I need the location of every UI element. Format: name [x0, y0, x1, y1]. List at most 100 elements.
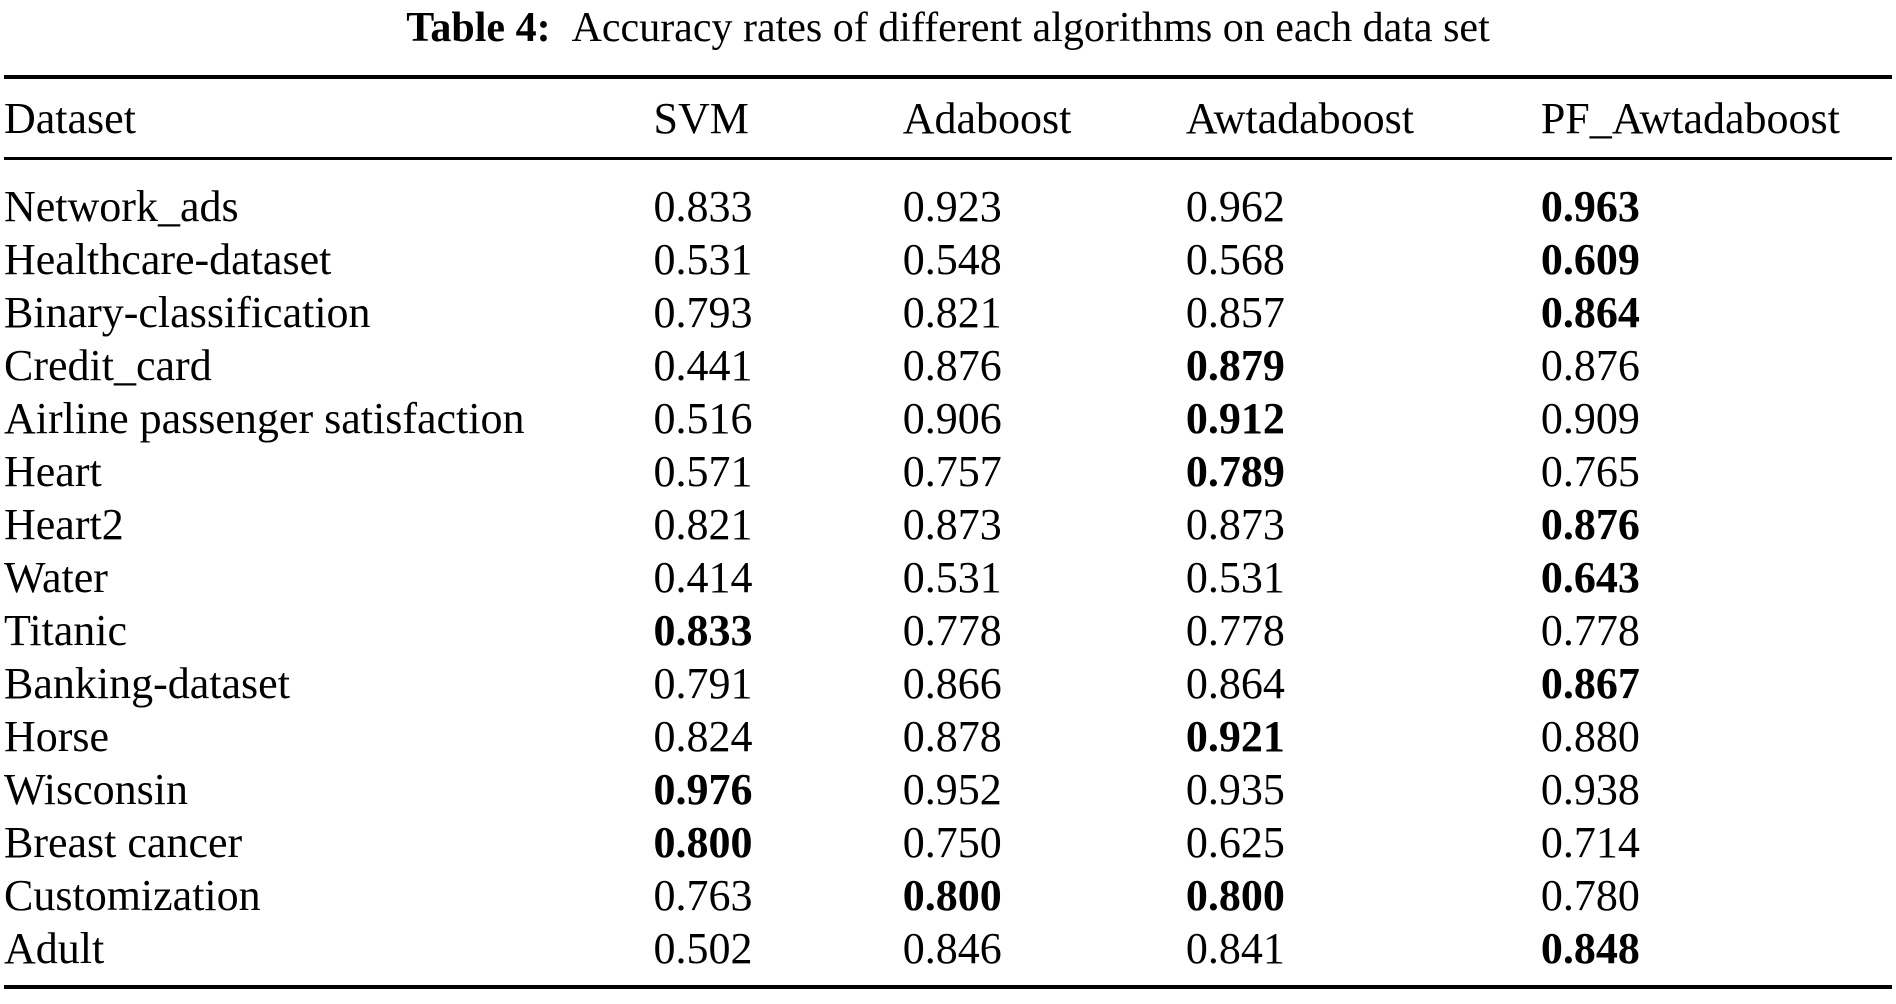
table-row: Breast cancer 0.800 0.750 0.625 0.714 — [4, 816, 1892, 869]
value-cell: 0.833 — [653, 606, 753, 655]
table-header-row: Dataset SVM Adaboost Awtadaboost PF_Awta… — [4, 77, 1892, 160]
value-cell: 0.921 — [1185, 712, 1285, 761]
value-cell: 0.824 — [653, 712, 753, 761]
dataset-cell: Horse — [4, 712, 110, 761]
value-cell: 0.531 — [653, 235, 753, 284]
dataset-cell: Wisconsin — [4, 765, 188, 814]
column-header-awtadaboost: Awtadaboost — [1185, 77, 1541, 160]
value-cell: 0.962 — [1185, 182, 1285, 231]
dataset-cell: Titanic — [4, 606, 128, 655]
column-header-dataset: Dataset — [4, 77, 654, 160]
value-cell: 0.750 — [902, 818, 1002, 867]
value-cell: 0.879 — [1185, 341, 1285, 390]
value-cell: 0.531 — [902, 553, 1002, 602]
value-cell: 0.441 — [653, 341, 753, 390]
value-cell: 0.873 — [902, 500, 1002, 549]
value-cell: 0.531 — [1185, 553, 1285, 602]
value-cell: 0.935 — [1185, 765, 1285, 814]
value-cell: 0.778 — [902, 606, 1002, 655]
table-row: Horse 0.824 0.878 0.921 0.880 — [4, 710, 1892, 763]
value-cell: 0.952 — [902, 765, 1002, 814]
value-cell: 0.848 — [1540, 924, 1640, 973]
value-cell: 0.821 — [653, 500, 753, 549]
value-cell: 0.800 — [653, 818, 753, 867]
table-caption-label: Table 4: — [406, 5, 551, 51]
value-cell: 0.571 — [653, 447, 753, 496]
dataset-cell: Customization — [4, 871, 261, 920]
value-cell: 0.548 — [902, 235, 1002, 284]
value-cell: 0.923 — [902, 182, 1002, 231]
table-body: Network_ads 0.833 0.923 0.962 0.963 Healthcar… — [4, 159, 1892, 988]
value-cell: 0.857 — [1185, 288, 1285, 337]
table-row: Water 0.414 0.531 0.531 0.643 — [4, 551, 1892, 604]
dataset-cell: Banking-dataset — [4, 659, 290, 708]
value-cell: 0.414 — [653, 553, 753, 602]
dataset-cell: Healthcare-dataset — [4, 235, 332, 284]
value-cell: 0.876 — [1540, 500, 1640, 549]
value-cell: 0.864 — [1185, 659, 1285, 708]
value-cell: 0.568 — [1185, 235, 1285, 284]
value-cell: 0.793 — [653, 288, 753, 337]
value-cell: 0.906 — [902, 394, 1002, 443]
dataset-cell: Heart — [4, 447, 102, 496]
value-cell: 0.789 — [1185, 447, 1285, 496]
value-cell: 0.516 — [653, 394, 753, 443]
dataset-cell: Credit_card — [4, 341, 212, 390]
value-cell: 0.763 — [653, 871, 753, 920]
table-row: Airline passenger satisfaction 0.516 0.906… — [4, 392, 1892, 445]
value-cell: 0.963 — [1540, 182, 1640, 231]
value-cell: 0.643 — [1540, 553, 1640, 602]
value-cell: 0.878 — [902, 712, 1002, 761]
value-cell: 0.873 — [1185, 500, 1285, 549]
table-caption: Table 4: Accuracy rates of different alg… — [0, 2, 1896, 54]
value-cell: 0.625 — [1185, 818, 1285, 867]
accuracy-table: Dataset SVM Adaboost Awtadaboost PF_Awta… — [4, 75, 1892, 989]
value-cell: 0.909 — [1540, 394, 1640, 443]
table-row: Adult 0.502 0.846 0.841 0.848 — [4, 922, 1892, 987]
value-cell: 0.821 — [902, 288, 1002, 337]
value-cell: 0.800 — [1185, 871, 1285, 920]
value-cell: 0.876 — [902, 341, 1002, 390]
value-cell: 0.609 — [1540, 235, 1640, 284]
value-cell: 0.841 — [1185, 924, 1285, 973]
value-cell: 0.502 — [653, 924, 753, 973]
column-header-pf-awtadaboost: PF_Awtadaboost — [1540, 77, 1892, 160]
dataset-cell: Adult — [4, 924, 105, 973]
table-row: Network_ads 0.833 0.923 0.962 0.963 — [4, 159, 1892, 234]
value-cell: 0.757 — [902, 447, 1002, 496]
value-cell: 0.778 — [1540, 606, 1640, 655]
dataset-cell: Network_ads — [4, 182, 239, 231]
value-cell: 0.938 — [1540, 765, 1640, 814]
table-row: Customization 0.763 0.800 0.800 0.780 — [4, 869, 1892, 922]
value-cell: 0.833 — [653, 182, 753, 231]
table-row: Heart 0.571 0.757 0.789 0.765 — [4, 445, 1892, 498]
value-cell: 0.912 — [1185, 394, 1285, 443]
table-row: Credit_card 0.441 0.876 0.879 0.876 — [4, 339, 1892, 392]
value-cell: 0.778 — [1185, 606, 1285, 655]
table-caption-text — [561, 5, 572, 51]
value-cell: 0.880 — [1540, 712, 1640, 761]
dataset-cell: Binary-classification — [4, 288, 371, 337]
value-cell: 0.876 — [1540, 341, 1640, 390]
column-header-svm: SVM — [653, 77, 903, 160]
value-cell: 0.867 — [1540, 659, 1640, 708]
dataset-cell: Water — [4, 553, 108, 602]
value-cell: 0.976 — [653, 765, 753, 814]
value-cell: 0.714 — [1540, 818, 1640, 867]
table-row: Binary-classification 0.793 0.821 0.857 0.86… — [4, 286, 1892, 339]
dataset-cell: Breast cancer — [4, 818, 243, 867]
value-cell: 0.846 — [902, 924, 1002, 973]
dataset-cell: Heart2 — [4, 500, 124, 549]
table-header: Dataset SVM Adaboost Awtadaboost PF_Awta… — [4, 77, 1892, 160]
table-row: Healthcare-dataset 0.531 0.548 0.568 0.609 — [4, 233, 1892, 286]
table-row: Wisconsin 0.976 0.952 0.935 0.938 — [4, 763, 1892, 816]
table-row: Banking-dataset 0.791 0.866 0.864 0.867 — [4, 657, 1892, 710]
table-row: Heart2 0.821 0.873 0.873 0.876 — [4, 498, 1892, 551]
value-cell: 0.800 — [902, 871, 1002, 920]
column-header-adaboost: Adaboost — [902, 77, 1186, 160]
table-caption-body: Accuracy rates of different algorithms o… — [571, 5, 1490, 51]
value-cell: 0.864 — [1540, 288, 1640, 337]
value-cell: 0.791 — [653, 659, 753, 708]
value-cell: 0.780 — [1540, 871, 1640, 920]
